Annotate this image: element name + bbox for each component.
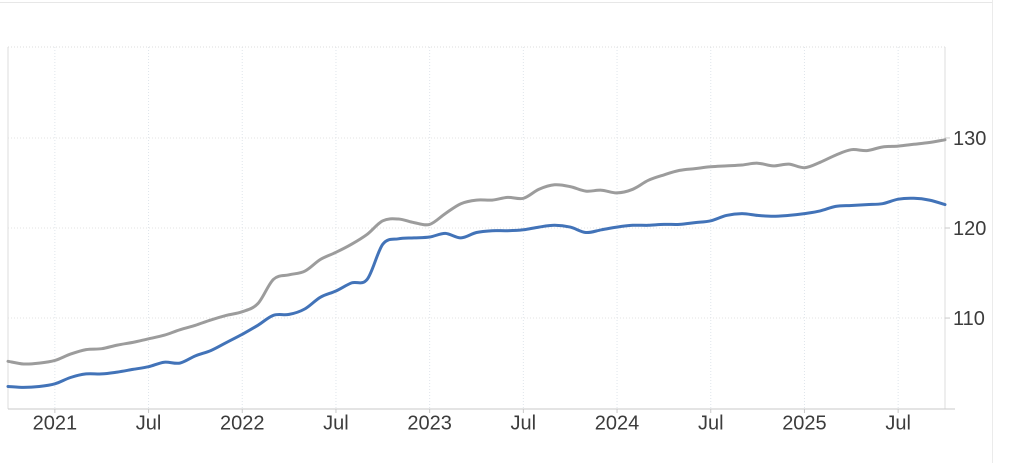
y-axis-label: 120 [953, 218, 986, 240]
y-axis-label: 110 [953, 308, 985, 330]
x-axis-label: Jul [323, 413, 349, 435]
card-top-border [0, 2, 992, 3]
x-axis-label: Jul [136, 413, 162, 435]
y-axis-label: 130 [953, 128, 986, 150]
series-line-gray [6, 138, 947, 366]
x-axis-label: 2025 [782, 413, 827, 435]
x-axis-label: Jul [885, 413, 911, 435]
x-axis-label: Jul [511, 413, 537, 435]
x-axis-label: 2022 [220, 413, 265, 435]
x-axis-label: Jul [698, 413, 724, 435]
series-line-blue [6, 196, 947, 389]
x-axis-label: 2024 [595, 413, 640, 435]
x-axis-label: 2021 [33, 413, 78, 435]
x-axis-label: 2023 [407, 413, 452, 435]
card-right-border [992, 0, 993, 463]
